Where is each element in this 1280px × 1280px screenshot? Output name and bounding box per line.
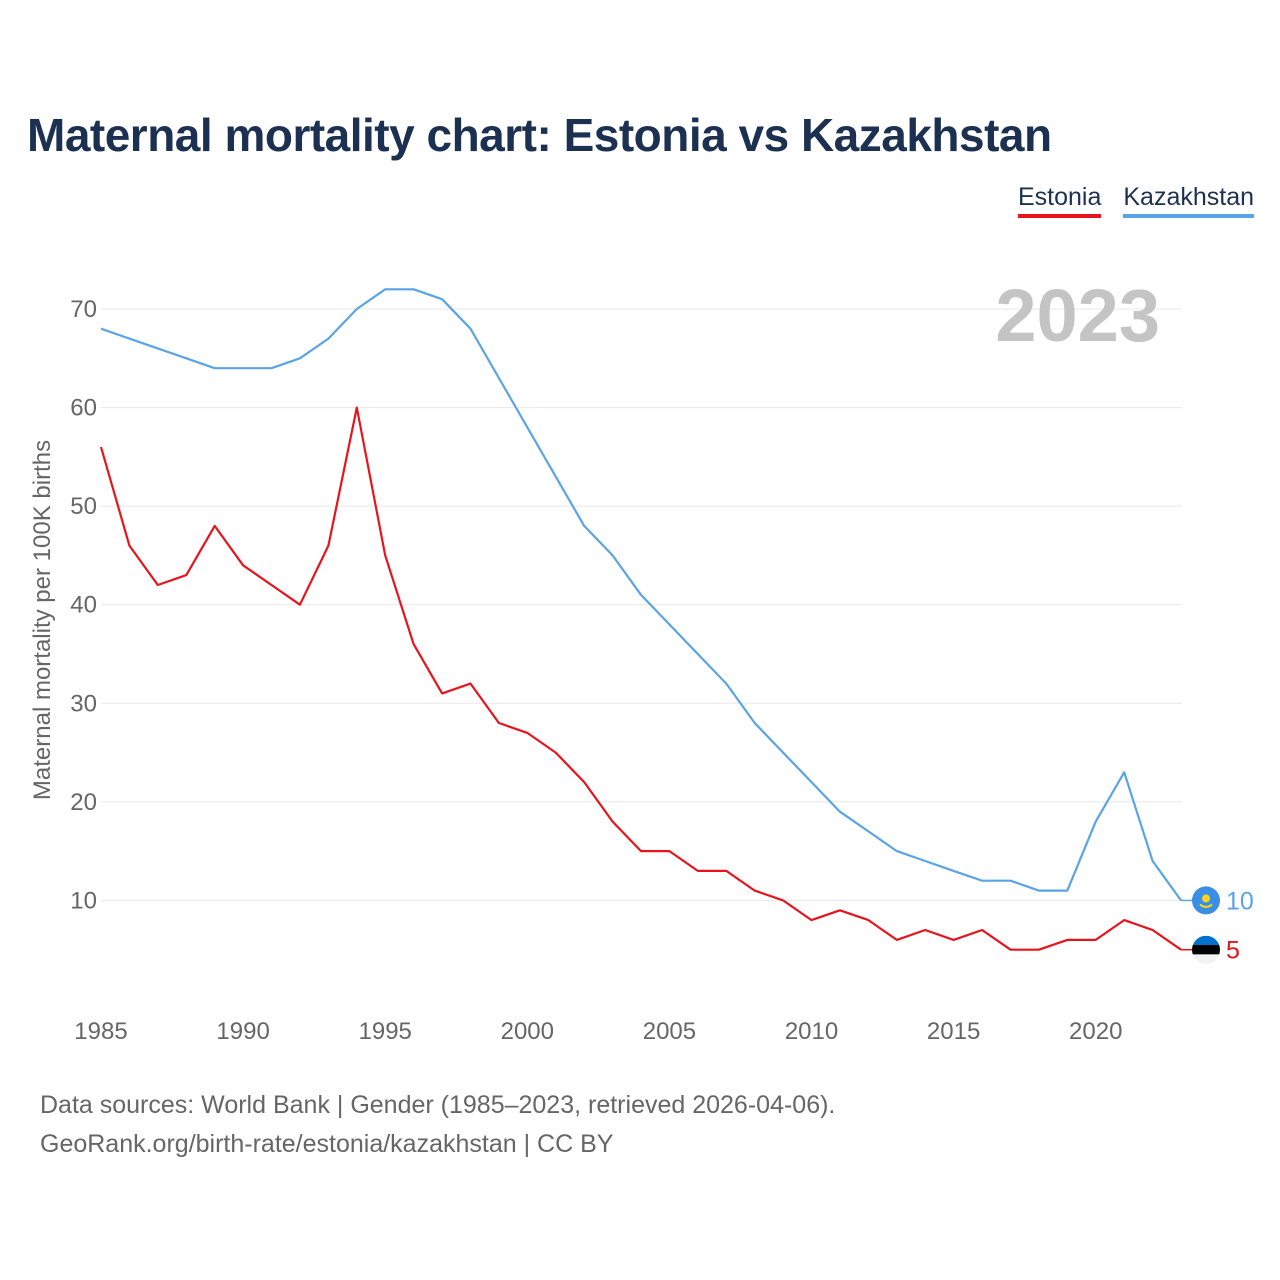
y-tick-label-70: 70 <box>70 296 97 323</box>
series-lines <box>99 288 1182 951</box>
y-tick-label-10: 10 <box>70 887 97 914</box>
x-tick-label-2005: 2005 <box>643 1018 696 1045</box>
y-axis-label: Maternal mortality per 100K births <box>29 440 56 800</box>
legend: Estonia Kazakhstan <box>1017 183 1254 218</box>
x-tick-label-1990: 1990 <box>216 1018 269 1045</box>
x-tick-label-2000: 2000 <box>501 1018 554 1045</box>
x-tick-label-2020: 2020 <box>1069 1018 1122 1045</box>
x-tick-label-2015: 2015 <box>927 1018 980 1045</box>
end-value-label-estonia: 5 <box>1226 937 1240 965</box>
chart-title: Maternal mortality chart: Estonia vs Kaz… <box>27 109 1052 161</box>
gridlines <box>101 308 1182 901</box>
y-tick-label-60: 60 <box>70 395 97 422</box>
legend-item-kazakhstan[interactable]: Kazakhstan <box>1123 183 1254 218</box>
x-axis-ticks: 1985 1990 1995 2000 2005 2010 2015 2020 <box>74 1018 1122 1045</box>
kazakhstan-flag-icon <box>1192 886 1220 915</box>
estonia-flag-icon <box>1192 935 1220 964</box>
year-watermark: 2023 <box>995 274 1160 357</box>
series-line-kazakhstan <box>100 288 1182 902</box>
y-tick-label-50: 50 <box>70 493 97 520</box>
x-tick-label-1985: 1985 <box>74 1018 127 1045</box>
legend-item-estonia[interactable]: Estonia <box>1017 183 1102 218</box>
series-end-markers: 5 10 <box>1181 886 1254 965</box>
y-tick-label-30: 30 <box>70 690 97 717</box>
y-axis-ticks: 10 20 30 40 50 60 70 <box>70 296 97 914</box>
series-line-estonia <box>99 406 1182 951</box>
footer-url[interactable]: GeoRank.org/birth-rate/estonia/kazakhsta… <box>40 1130 614 1158</box>
footer-source: Data sources: World Bank | Gender (1985–… <box>40 1091 836 1119</box>
y-tick-label-20: 20 <box>70 789 97 816</box>
y-tick-label-40: 40 <box>70 592 97 619</box>
footer: Data sources: World Bank | Gender (1985–… <box>40 1086 835 1164</box>
x-tick-label-1995: 1995 <box>359 1018 412 1045</box>
end-value-label-kazakhstan: 10 <box>1226 887 1254 915</box>
x-tick-label-2010: 2010 <box>785 1018 838 1045</box>
